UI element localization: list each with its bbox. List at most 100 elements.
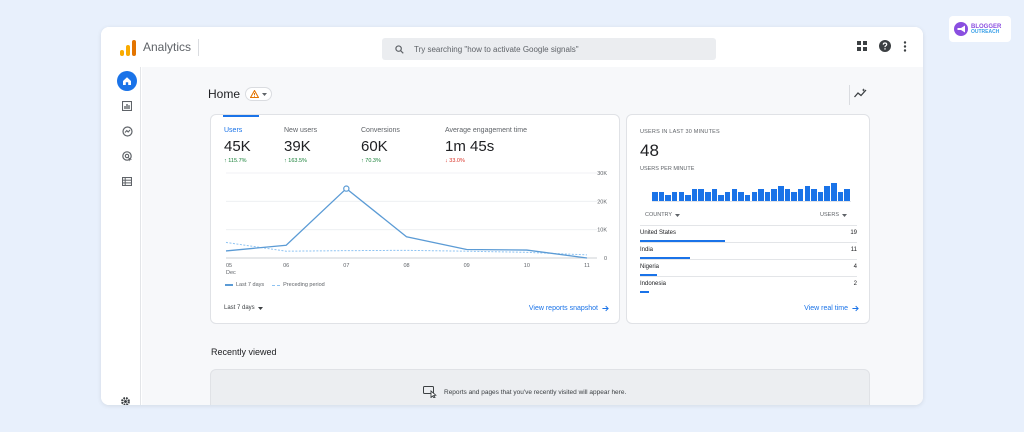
minute-bar[interactable] [804, 186, 811, 201]
app-title: Analytics [143, 40, 192, 54]
minute-bar[interactable] [791, 192, 797, 201]
minute-bar[interactable] [778, 186, 784, 201]
minute-bar[interactable] [718, 195, 724, 201]
metric-label: Conversions [361, 127, 400, 134]
analytics-logo-icon[interactable] [120, 40, 136, 56]
minute-bar[interactable] [764, 192, 771, 201]
warning-icon [250, 90, 260, 98]
empty-message: Reports and pages that you've recently v… [444, 388, 627, 396]
minute-bar[interactable] [678, 192, 685, 201]
minute-bar[interactable] [705, 192, 711, 201]
minute-bar[interactable] [784, 189, 791, 201]
metric-value: 60K [361, 138, 388, 155]
minute-bar[interactable] [738, 192, 744, 201]
table-row[interactable]: India 11 [640, 242, 857, 259]
series-line-last-7-days [225, 187, 588, 259]
minute-bar[interactable] [698, 189, 704, 201]
property-alert-dropdown[interactable] [245, 87, 273, 101]
x-tick-label: 11 [584, 263, 590, 269]
help-icon[interactable] [879, 40, 891, 52]
top-icons [857, 40, 907, 52]
minute-bar[interactable] [685, 195, 691, 201]
recently-viewed-heading: Recently viewed [211, 347, 277, 357]
explore-icon [121, 125, 133, 137]
minute-bar[interactable] [724, 192, 731, 201]
arrow-right-icon [852, 305, 859, 312]
y-tick-label: 0 [604, 256, 607, 262]
brand-line-2: OUTREACH [971, 28, 1000, 35]
share-bar [640, 291, 649, 293]
caret-down-icon [262, 92, 268, 96]
more-vert-icon[interactable] [903, 40, 907, 52]
x-tick-label: 07 [343, 263, 349, 269]
date-range-dropdown[interactable]: Last 7 days [224, 305, 263, 311]
minute-bar[interactable] [652, 192, 658, 201]
brand-text: BLOGGER OUTREACH [971, 24, 1001, 35]
nav-reports[interactable] [117, 96, 137, 116]
minute-bar[interactable] [771, 189, 777, 201]
link-label: View reports snapshot [528, 305, 598, 312]
minute-bar[interactable] [731, 189, 738, 201]
country-column-header[interactable]: COUNTRY [645, 212, 681, 218]
minute-bar[interactable] [797, 189, 804, 201]
main-content: Home Users 45K ↑ 115.7% [142, 67, 923, 405]
minute-bar[interactable] [751, 192, 757, 201]
minute-bar[interactable] [817, 192, 824, 201]
search-bar[interactable]: Try searching "how to activate Google si… [382, 38, 716, 60]
country-users: 11 [850, 247, 857, 253]
x-tick-label: 10 [524, 263, 530, 269]
minute-bar[interactable] [837, 192, 844, 201]
brand-watermark: BLOGGER OUTREACH [949, 16, 1011, 42]
minute-bar[interactable] [824, 186, 830, 201]
apps-grid-icon[interactable] [857, 41, 867, 51]
view-reports-snapshot-link[interactable]: View reports snapshot [529, 305, 609, 312]
admin-gear-icon[interactable] [120, 396, 131, 405]
minute-bar[interactable] [844, 189, 850, 201]
metric-delta: ↑ 70.3% [361, 158, 381, 164]
minute-bar[interactable] [758, 189, 764, 201]
minute-bar[interactable] [665, 195, 671, 201]
minute-bar[interactable] [744, 195, 751, 201]
table-row[interactable]: United States 19 [640, 225, 857, 242]
nav-advertising[interactable] [117, 146, 137, 166]
minute-bar[interactable] [811, 189, 817, 201]
overview-card: Users 45K ↑ 115.7% New users 39K ↑ 163.5… [210, 114, 620, 324]
megaphone-icon [954, 22, 968, 36]
metric-conversions[interactable]: Conversions 60K ↑ 70.3% [361, 127, 400, 164]
metric-new-users[interactable]: New users 39K ↑ 163.5% [284, 127, 317, 164]
country-name: United States [640, 230, 677, 236]
metric-engagement-time[interactable]: Average engagement time 1m 45s ↓ 33.0% [445, 127, 527, 164]
insights-button[interactable] [849, 85, 869, 105]
table-row[interactable]: Indonesia 2 [640, 276, 857, 293]
home-icon [123, 77, 131, 85]
country-name: India [640, 247, 654, 253]
page-header: Home [208, 87, 273, 101]
link-label: View real time [804, 305, 848, 312]
search-placeholder[interactable]: Try searching "how to activate Google si… [414, 44, 579, 54]
view-real-time-link[interactable]: View real time [804, 305, 859, 312]
minute-bar[interactable] [711, 189, 718, 201]
series-line-preceding-period [225, 241, 588, 256]
caret-down-icon [842, 213, 847, 217]
nav-home[interactable] [117, 71, 137, 91]
minute-bar[interactable] [658, 192, 665, 201]
minute-bar[interactable] [831, 183, 837, 201]
column-label: COUNTRY [645, 212, 673, 218]
reports-icon [122, 101, 132, 111]
metric-users[interactable]: Users 45K ↑ 115.7% [224, 127, 251, 164]
caret-down-icon [675, 213, 681, 217]
table-row[interactable]: Nigeria 4 [640, 259, 857, 276]
x-tick-label-sub: Dec [226, 270, 236, 276]
configure-icon [122, 176, 132, 186]
cursor-click-icon [423, 386, 437, 398]
recently-viewed-empty: Reports and pages that you've recently v… [423, 386, 626, 398]
nav-configure[interactable] [117, 171, 137, 191]
search-icon [395, 44, 404, 54]
insights-icon [854, 88, 867, 98]
metric-value: 39K [284, 138, 311, 155]
users-column-header[interactable]: USERS [820, 212, 847, 218]
minute-bar[interactable] [691, 189, 698, 201]
caret-down-icon [257, 306, 263, 310]
nav-explore[interactable] [117, 121, 137, 141]
minute-bar[interactable] [671, 192, 678, 201]
